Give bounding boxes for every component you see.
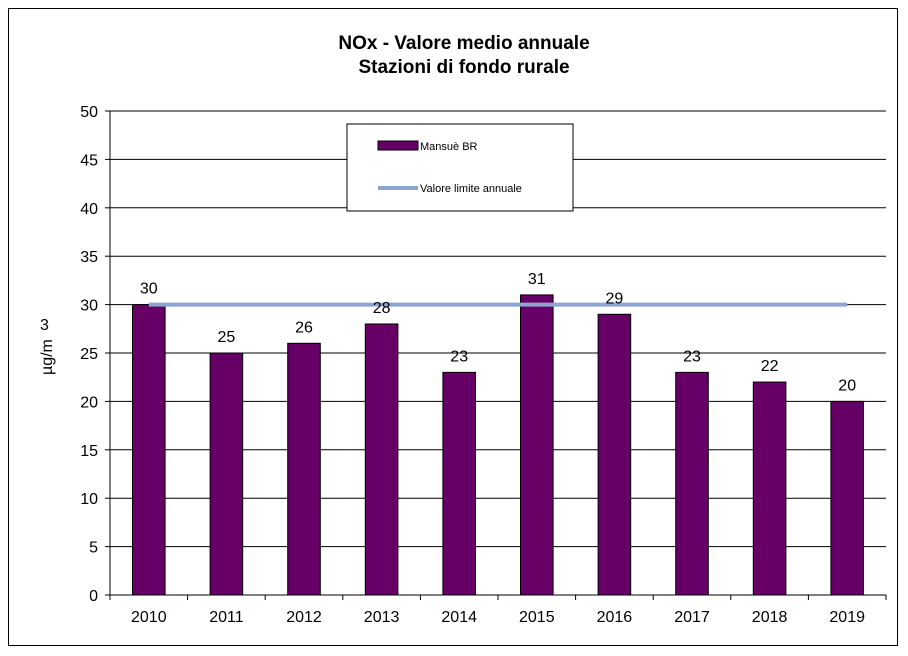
y-tick-label: 5: [89, 540, 98, 557]
bars: [132, 294, 864, 596]
x-tick-label-2018: 2018: [752, 609, 788, 626]
y-tick-label: 35: [80, 249, 98, 266]
y-tick-label: 25: [80, 346, 98, 363]
y-tick-label: 20: [80, 394, 98, 411]
x-tick-label-2016: 2016: [597, 609, 633, 626]
data-labels: 30 25 26 28 23 31 29 23 22 20: [140, 271, 856, 394]
data-label-2018: 22: [761, 358, 779, 375]
x-tick-label-2017: 2017: [674, 609, 710, 626]
legend-label-series: Mansuè BR: [420, 141, 478, 153]
data-label-2019: 20: [838, 377, 856, 394]
data-label-2012: 26: [295, 319, 313, 336]
y-tick-label: 50: [80, 104, 98, 121]
x-axis-ticks: 2010 2011 2012 2013 2014 2015 2016 2017 2018 2019: [109, 595, 887, 626]
y-tick-label: 45: [80, 152, 98, 169]
x-tick-label-2011: 2011: [209, 609, 244, 626]
y-axis-ticks: 0 5 10 15 20 25 30 35 40 45 50: [80, 104, 110, 605]
legend: Mansuè BR Valore limite annuale: [346, 123, 574, 212]
y-tick-label: 10: [80, 491, 98, 508]
y-tick-label: 40: [80, 201, 98, 218]
y-axis-label: 3 µg/m: [39, 317, 56, 375]
data-label-2011: 25: [218, 329, 236, 346]
y-tick-label: 0: [89, 588, 98, 605]
bar-2019: [830, 400, 864, 596]
y-axis-label-exponent: 3: [40, 317, 49, 334]
y-tick-label: 15: [80, 443, 98, 460]
data-label-2014: 23: [450, 348, 468, 365]
bar-2017: [675, 371, 709, 596]
bar-2011: [209, 352, 244, 596]
data-label-2010: 30: [140, 281, 158, 298]
bar-2014: [442, 371, 476, 596]
x-tick-label-2010: 2010: [131, 609, 167, 626]
legend-label-reference: Valore limite annuale: [420, 183, 522, 195]
x-tick-label-2015: 2015: [519, 609, 555, 626]
bar-2012: [287, 342, 321, 596]
legend-swatch-bar: [377, 140, 419, 151]
x-tick-label-2013: 2013: [364, 609, 400, 626]
x-tick-label-2019: 2019: [829, 609, 865, 626]
bar-2013: [364, 323, 399, 596]
bar-2015: [520, 294, 554, 596]
data-label-2013: 28: [373, 300, 391, 317]
legend-box: [346, 123, 574, 212]
chart-subtitle: Stazioni di fondo rurale: [358, 57, 569, 78]
bar-2016: [597, 313, 632, 596]
chart-title: NOx - Valore medio annuale: [338, 33, 589, 54]
bar-2010: [132, 304, 166, 596]
x-tick-label-2012: 2012: [286, 609, 322, 626]
data-label-2016: 29: [606, 290, 624, 307]
data-label-2015: 31: [528, 271, 546, 288]
data-label-2017: 23: [683, 348, 701, 365]
x-tick-label-2014: 2014: [441, 609, 477, 626]
bar-2018: [752, 381, 787, 596]
y-tick-label: 30: [80, 298, 98, 315]
y-axis-label-unit: µg/m: [39, 339, 56, 375]
